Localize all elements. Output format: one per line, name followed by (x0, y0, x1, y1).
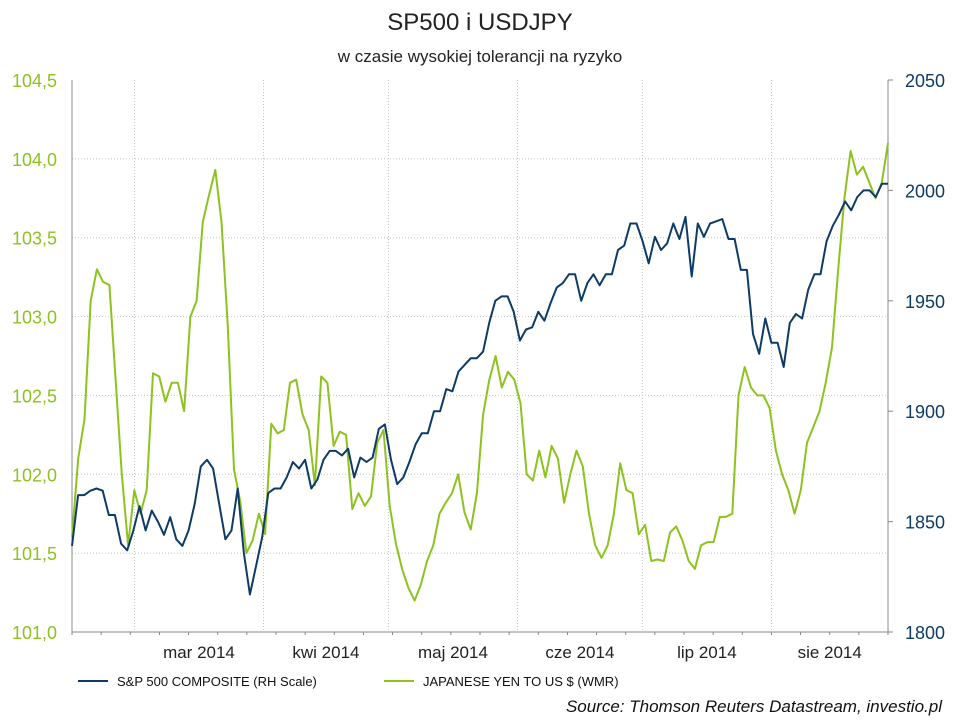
legend-label-usdjpy: JAPANESE YEN TO US $ (WMR) (423, 674, 619, 689)
series-line-usdjpy (71, 142, 889, 602)
chart-title: SP500 i USDJPY (387, 9, 572, 36)
left-tick-label: 103,0 (12, 308, 57, 328)
left-tick-label: 104,5 (12, 71, 57, 91)
x-tick-label: cze 2014 (545, 643, 614, 662)
left-tick-label: 102,0 (12, 465, 57, 485)
x-tick-label: maj 2014 (418, 643, 488, 662)
chart-subtitle: w czasie wysokiej tolerancji na ryzyko (337, 47, 622, 66)
x-tick-label: mar 2014 (163, 643, 235, 662)
right-tick-label: 1950 (905, 292, 945, 312)
left-tick-label: 101,5 (12, 544, 57, 564)
left-tick-label: 103,5 (12, 229, 57, 249)
left-tick-label: 102,5 (12, 386, 57, 406)
left-tick-label: 104,0 (12, 150, 57, 170)
x-tick-label: sie 2014 (798, 643, 862, 662)
x-axis: mar 2014 kwi 2014 maj 2014 cze 2014 lip 2014… (71, 632, 889, 662)
series-line-sp500 (71, 182, 888, 596)
legend: S&P 500 COMPOSITE (RH Scale) JAPANESE YE… (78, 674, 619, 689)
source-note: Source: Thomson Reuters Datastream, inve… (566, 697, 943, 716)
right-tick-label: 1850 (905, 513, 945, 533)
series-layer (71, 142, 889, 602)
legend-label-sp500: S&P 500 COMPOSITE (RH Scale) (117, 674, 317, 689)
right-tick-label: 2000 (905, 181, 945, 201)
x-tick-label: kwi 2014 (292, 643, 359, 662)
right-tick-label: 1800 (905, 623, 945, 643)
left-tick-label: 101,0 (12, 623, 57, 643)
left-axis: 101,0 101,5 102,0 102,5 103,0 103,5 104,0 104,5 (12, 71, 57, 643)
right-axis: 1800 1850 1900 1950 2000 2050 (888, 71, 945, 643)
right-tick-label: 1900 (905, 402, 945, 422)
right-tick-label: 2050 (905, 71, 945, 91)
x-tick-label: lip 2014 (677, 643, 737, 662)
grid-layer (72, 80, 888, 632)
